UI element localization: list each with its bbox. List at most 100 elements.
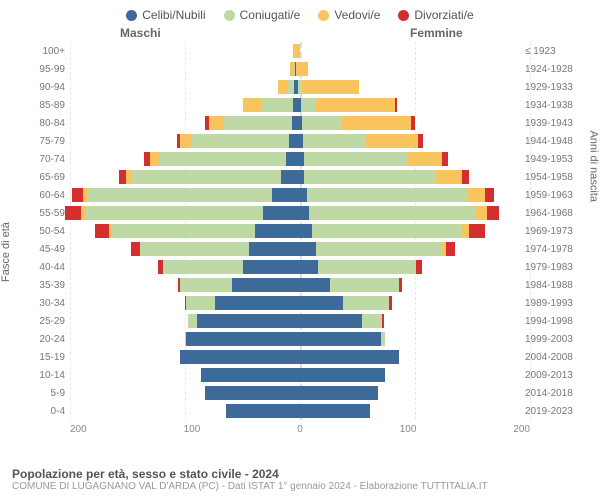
seg-c [295, 224, 312, 238]
age-row: 80-841939-1943 [70, 114, 530, 132]
age-row: 100+≤ 1923 [70, 42, 530, 60]
male-bar [65, 332, 295, 346]
age-row: 85-891934-1938 [70, 96, 530, 114]
age-row: 30-341989-1993 [70, 294, 530, 312]
female-bar [295, 368, 525, 382]
seg-d [442, 152, 448, 166]
seg-v [315, 98, 396, 112]
seg-co [330, 278, 399, 292]
seg-d [411, 116, 414, 130]
seg-c [249, 242, 295, 256]
age-label: 75-79 [25, 136, 65, 147]
seg-v [295, 44, 300, 58]
seg-d [399, 278, 402, 292]
seg-v [150, 152, 159, 166]
chart-footer: Popolazione per età, sesso e stato civil… [12, 467, 488, 492]
age-label: 15-19 [25, 352, 65, 363]
seg-c [272, 188, 295, 202]
seg-c [201, 368, 295, 382]
seg-d [446, 242, 455, 256]
seg-co [312, 224, 462, 238]
age-row: 95-991924-1928 [70, 60, 530, 78]
seg-c [295, 242, 316, 256]
male-bar [65, 386, 295, 400]
seg-c [226, 404, 295, 418]
seg-v [278, 80, 287, 94]
seg-c [215, 296, 296, 310]
seg-c [295, 278, 330, 292]
legend-label: Divorziati/e [414, 8, 473, 22]
seg-v [468, 188, 485, 202]
age-label: 95-99 [25, 64, 65, 75]
seg-c [232, 278, 295, 292]
legend-label: Vedovi/e [334, 8, 380, 22]
birth-label: 1949-1953 [525, 154, 585, 165]
birth-label: 1979-1983 [525, 262, 585, 273]
seg-c [295, 368, 385, 382]
seg-c [295, 332, 381, 346]
seg-c [295, 314, 362, 328]
seg-co [88, 188, 272, 202]
seg-v [180, 134, 192, 148]
age-row: 0-42019-2023 [70, 402, 530, 420]
seg-v [302, 80, 360, 94]
male-header: Maschi [120, 26, 161, 40]
seg-c [295, 206, 309, 220]
seg-c [295, 296, 343, 310]
seg-c [295, 260, 318, 274]
seg-co [159, 152, 286, 166]
seg-c [255, 224, 295, 238]
female-bar [295, 350, 525, 364]
female-bar [295, 188, 525, 202]
female-bar [295, 170, 525, 184]
age-label: 20-24 [25, 334, 65, 345]
seg-c [205, 386, 295, 400]
seg-co [111, 224, 255, 238]
pyramid-chart: Fasce di età Anni di nascita 100+≤ 19239… [0, 42, 600, 442]
female-bar [295, 206, 525, 220]
seg-c [186, 332, 295, 346]
female-bar [295, 134, 525, 148]
age-label: 70-74 [25, 154, 65, 165]
age-row: 75-791944-1948 [70, 132, 530, 150]
male-bar [65, 62, 295, 76]
seg-d [95, 224, 109, 238]
seg-v [366, 134, 418, 148]
male-bar [65, 278, 295, 292]
birth-label: 1954-1958 [525, 172, 585, 183]
seg-co [316, 242, 443, 256]
seg-d [389, 296, 391, 310]
female-bar [295, 44, 525, 58]
seg-c [197, 314, 295, 328]
age-row: 35-391984-1988 [70, 276, 530, 294]
age-label: 80-84 [25, 118, 65, 129]
legend-label: Coniugati/e [240, 8, 301, 22]
seg-c [281, 170, 295, 184]
chart-title: Popolazione per età, sesso e stato civil… [12, 467, 488, 481]
female-bar [295, 98, 525, 112]
age-row: 55-591964-1968 [70, 204, 530, 222]
male-bar [65, 404, 295, 418]
seg-d [469, 224, 485, 238]
male-bar [65, 368, 295, 382]
seg-co [186, 296, 215, 310]
pyramid-rows: 100+≤ 192395-991924-192890-941929-193385… [70, 42, 530, 420]
x-tick: 200 [70, 424, 87, 435]
legend-label: Celibi/Nubili [142, 8, 205, 22]
age-label: 55-59 [25, 208, 65, 219]
birth-label: 2004-2008 [525, 352, 585, 363]
seg-co [362, 314, 383, 328]
seg-v [342, 116, 411, 130]
male-bar [65, 98, 295, 112]
seg-c [295, 386, 378, 400]
seg-v [476, 206, 488, 220]
male-bar [65, 260, 295, 274]
birth-label: 2014-2018 [525, 388, 585, 399]
age-row: 15-192004-2008 [70, 348, 530, 366]
x-tick: 200 [513, 424, 530, 435]
age-row: 60-641959-1963 [70, 186, 530, 204]
legend-item: Celibi/Nubili [126, 8, 205, 22]
age-row: 90-941929-1933 [70, 78, 530, 96]
age-row: 70-741949-1953 [70, 150, 530, 168]
seg-co [223, 116, 292, 130]
